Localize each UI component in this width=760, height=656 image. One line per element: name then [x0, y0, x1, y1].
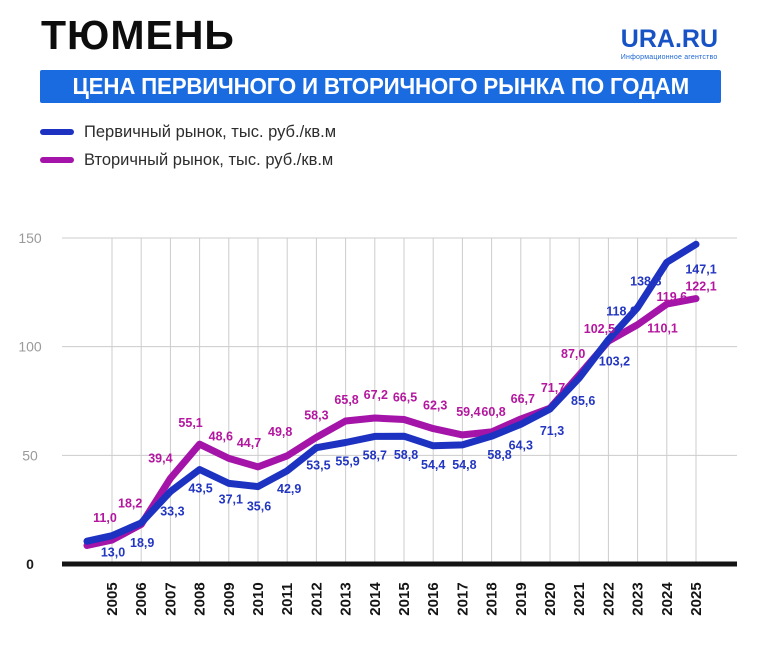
secondary-market-value-label: 119,6: [657, 290, 688, 304]
x-tick-label: 2013: [338, 582, 355, 615]
primary-market-swatch: [40, 129, 74, 135]
legend-item-primary: Первичный рынок, тыс. руб./кв.м: [40, 118, 336, 146]
x-tick-label: 2011: [279, 583, 296, 616]
chart-title-text: ЦЕНА ПЕРВИЧНОГО И ВТОРИЧНОГО РЫНКА ПО ГО…: [72, 73, 689, 99]
x-tick-label: 2010: [250, 582, 267, 615]
primary-market-value-label: 18,9: [130, 536, 154, 550]
primary-market-line: [83, 240, 700, 545]
ura-logo-text: URA.RU: [620, 25, 718, 53]
x-tick-label: 2019: [513, 582, 530, 615]
primary-market-value-label: 58,7: [363, 448, 387, 462]
primary-market-value-label: 37,1: [219, 492, 243, 506]
primary-market-value-label: 118,0: [606, 305, 637, 319]
x-tick-label: 2005: [104, 582, 121, 615]
secondary-market-legend-label: Вторичный рынок, тыс. руб./кв.м: [84, 150, 334, 169]
primary-market-value-label: 64,3: [509, 438, 533, 452]
secondary-market-value-label: 55,1: [178, 416, 202, 430]
x-tick-label: 2023: [630, 582, 647, 615]
x-tick-label: 2007: [162, 582, 179, 615]
primary-market-value-label: 35,6: [247, 500, 271, 514]
secondary-market-value-label: 71,7: [541, 381, 565, 395]
secondary-market-value-label: 87,0: [561, 347, 585, 361]
page-title: ТЮМЕНЬ: [41, 12, 235, 58]
chart-legend: Первичный рынок, тыс. руб./кв.м Вторичны…: [40, 118, 336, 174]
secondary-market-value-label: 102,5: [584, 322, 615, 336]
secondary-market-swatch: [40, 157, 74, 163]
secondary-market-value-label: 11,0: [93, 511, 117, 525]
primary-market-value-label: 58,8: [394, 448, 418, 462]
primary-market-value-label: 55,9: [335, 455, 359, 469]
primary-market-value-label: 138,8: [630, 274, 661, 288]
secondary-market-value-label: 65,8: [334, 393, 358, 407]
x-tick-label: 2006: [133, 582, 150, 615]
secondary-market-value-label: 49,8: [268, 425, 292, 439]
x-tick-label: 2022: [600, 582, 617, 615]
x-tick-label: 2025: [688, 582, 705, 615]
primary-market-value-label: 147,1: [685, 262, 716, 276]
primary-market-value-label: 42,9: [277, 482, 301, 496]
chart-title-banner: ЦЕНА ПЕРВИЧНОГО И ВТОРИЧНОГО РЫНКА ПО ГО…: [40, 70, 721, 103]
y-tick-label: 50: [22, 447, 38, 463]
x-tick-label: 2024: [659, 582, 676, 616]
primary-market-legend-label: Первичный рынок, тыс. руб./кв.м: [84, 122, 337, 141]
primary-market-value-label: 53,5: [306, 459, 330, 473]
y-tick-label: 0: [26, 556, 34, 572]
secondary-market-value-label: 58,3: [304, 408, 328, 422]
secondary-market-value-label: 18,2: [118, 496, 142, 510]
primary-market-value-label: 71,3: [540, 424, 564, 438]
x-tick-label: 2014: [367, 582, 384, 616]
x-tick-label: 2009: [221, 582, 238, 615]
secondary-market-value-label: 48,6: [209, 429, 233, 443]
ura-logo: URA.RU Информационное агентство: [620, 25, 718, 62]
x-tick-label: 2015: [396, 582, 413, 615]
secondary-market-value-label: 60,8: [481, 405, 505, 419]
secondary-market-value-label: 110,1: [647, 322, 678, 336]
ura-logo-tagline: Информационное агентство: [620, 54, 718, 61]
primary-market-value-label: 58,8: [487, 448, 511, 462]
primary-market-value-label: 103,2: [599, 355, 630, 369]
x-tick-label: 2017: [454, 582, 471, 615]
primary-market-value-label: 54,4: [421, 458, 445, 472]
x-tick-label: 2012: [308, 582, 325, 615]
x-tick-label: 2008: [192, 582, 209, 615]
legend-item-secondary: Вторичный рынок, тыс. руб./кв.м: [40, 146, 336, 174]
secondary-market-value-label: 62,3: [423, 399, 447, 413]
x-tick-label: 2016: [425, 582, 442, 615]
y-tick-label: 100: [18, 339, 42, 355]
primary-market-value-label: 54,8: [452, 458, 476, 472]
secondary-market-value-label: 122,1: [685, 280, 716, 294]
secondary-market-value-label: 67,2: [364, 388, 388, 402]
secondary-market-value-label: 39,4: [148, 451, 172, 465]
x-tick-label: 2018: [484, 582, 501, 615]
primary-market-value-label: 85,6: [571, 394, 595, 408]
secondary-market-value-label: 59,4: [456, 405, 480, 419]
secondary-market-value-label: 66,5: [393, 390, 417, 404]
x-tick-label: 2020: [542, 582, 559, 615]
secondary-market-value-label: 44,7: [237, 436, 261, 450]
x-tick-label: 2021: [571, 582, 588, 615]
secondary-market-value-label: 66,7: [511, 392, 535, 406]
y-tick-label: 150: [18, 230, 42, 246]
primary-market-value-label: 13,0: [101, 546, 125, 560]
primary-market-value-label: 43,5: [188, 481, 212, 495]
primary-market-value-label: 33,3: [160, 505, 184, 519]
